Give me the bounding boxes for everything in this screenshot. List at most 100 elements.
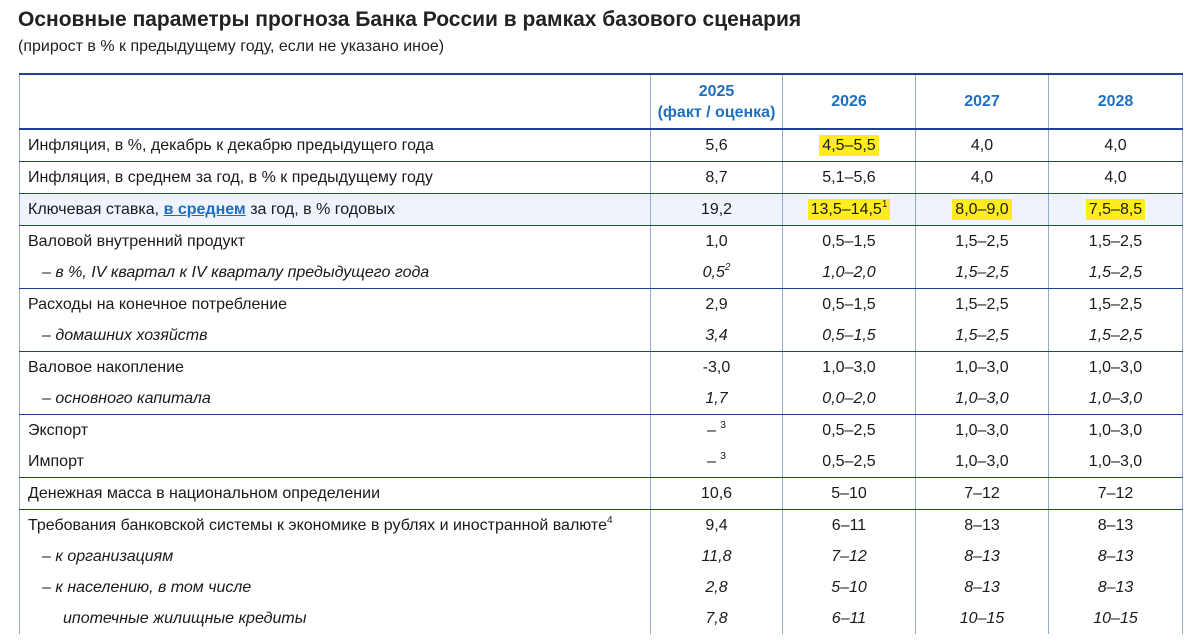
highlight-mark: 13,5–14,51 (807, 198, 891, 220)
row-label: – к населению, в том числе (19, 572, 651, 603)
column-header-2025-year: 2025 (698, 82, 735, 100)
row-label: Расходы на конечное потребление (19, 288, 651, 320)
cell-value: 6–11 (782, 509, 916, 541)
row-label: Валовой внутренний продукт (19, 225, 651, 257)
cell-value: 4,0 (1048, 161, 1183, 194)
row-label: – основного капитала (19, 383, 651, 415)
highlight-mark: 4,5–5,5 (819, 134, 879, 156)
cell-value: 5,6 (650, 129, 783, 162)
cell-value: 19,2 (650, 193, 783, 226)
cell-value: 1,0–3,0 (915, 414, 1049, 446)
column-header-2027: 2027 (915, 73, 1049, 130)
cell-text: – (707, 421, 716, 439)
table-row: Инфляция, в среднем за год, в % к предыд… (19, 161, 1183, 194)
row-label: Ключевая ставка, в среднем за год, в % г… (19, 193, 651, 226)
cell-value: 1,0–3,0 (915, 351, 1049, 383)
column-header-2026: 2026 (782, 73, 916, 130)
cell-value: 7,8 (650, 603, 783, 634)
cell-value-highlighted: 7,5–8,5 (1048, 193, 1183, 226)
table-row: Импорт – 3 0,5–2,5 1,0–3,0 1,0–3,0 (19, 446, 1183, 478)
footnote-marker: 3 (720, 419, 726, 431)
cell-value: – 3 (650, 446, 783, 478)
cell-value: 1,5–2,5 (915, 320, 1049, 352)
footnote-marker: 2 (724, 261, 731, 273)
cell-value: 0,5–2,5 (782, 414, 916, 446)
row-label: – домашних хозяйств (19, 320, 651, 352)
cell-value: 5–10 (782, 477, 916, 510)
cell-value: 8–13 (1048, 509, 1183, 541)
footnote-marker: 4 (606, 514, 613, 526)
cell-value: 0,5–1,5 (782, 288, 916, 320)
row-label: ипотечные жилищные кредиты (19, 603, 651, 634)
cell-value: 1,7 (650, 383, 783, 415)
cell-value: 10–15 (1048, 603, 1183, 634)
row-label: Инфляция, в %, декабрь к декабрю предыду… (19, 129, 651, 162)
cell-value: -3,0 (650, 351, 783, 383)
cell-value: 1,5–2,5 (915, 288, 1049, 320)
cell-value: 8,7 (650, 161, 783, 194)
cell-value-highlighted: 4,5–5,5 (782, 129, 916, 162)
table-row: – основного капитала 1,7 0,0–2,0 1,0–3,0… (19, 383, 1183, 415)
header-blank (19, 73, 651, 130)
cell-value: 8–13 (1048, 541, 1183, 572)
cell-value: 1,0–2,0 (782, 257, 916, 289)
footnote-marker: 1 (881, 198, 888, 210)
cell-value: 1,0–3,0 (1048, 383, 1183, 415)
cell-value: 1,0 (650, 225, 783, 257)
table-row: – в %, IV квартал к IV кварталу предыдущ… (19, 257, 1183, 289)
cell-value: 1,5–2,5 (1048, 225, 1183, 257)
cell-value: 0,5–1,5 (782, 225, 916, 257)
row-label: Инфляция, в среднем за год, в % к предыд… (19, 161, 651, 194)
average-link[interactable]: в среднем (163, 200, 246, 218)
cell-value: 9,4 (650, 509, 783, 541)
cell-value: 1,0–3,0 (1048, 351, 1183, 383)
column-header-2028: 2028 (1048, 73, 1183, 130)
footnote-marker: 3 (720, 450, 726, 462)
row-label-end: за год, в % годовых (245, 200, 396, 218)
row-label-start: Ключевая ставка, (28, 200, 164, 218)
cell-value: 7–12 (915, 477, 1049, 510)
cell-value: 1,5–2,5 (915, 225, 1049, 257)
cell-value: 0,5–2,5 (782, 446, 916, 478)
table-row: – к населению, в том числе 2,8 5–10 8–13… (19, 572, 1183, 603)
row-label: Импорт (19, 446, 651, 478)
cell-value: 8–13 (915, 509, 1049, 541)
cell-value: 10–15 (915, 603, 1049, 634)
row-label-text: Требования банковской системы к экономик… (28, 516, 607, 534)
table-row: Требования банковской системы к экономик… (19, 509, 1183, 541)
cell-value: 1,5–2,5 (1048, 257, 1183, 289)
table-row: Расходы на конечное потребление 2,9 0,5–… (19, 288, 1183, 320)
table-row: Экспорт – 3 0,5–2,5 1,0–3,0 1,0–3,0 (19, 414, 1183, 446)
row-label: Требования банковской системы к экономик… (19, 509, 651, 541)
cell-value: 4,0 (915, 161, 1049, 194)
highlight-mark: 8,0–9,0 (952, 198, 1012, 220)
cell-text: 13,5–14,5 (810, 200, 882, 218)
cell-value: 2,9 (650, 288, 783, 320)
cell-value: 3,4 (650, 320, 783, 352)
cell-value: 1,5–2,5 (915, 257, 1049, 289)
highlight-mark: 7,5–8,5 (1085, 198, 1146, 220)
cell-value: 4,0 (915, 129, 1049, 162)
cell-value: 5–10 (782, 572, 916, 603)
cell-value: 2,8 (650, 572, 783, 603)
cell-value: 1,0–3,0 (1048, 446, 1183, 478)
cell-value: 1,5–2,5 (1048, 320, 1183, 352)
table-row: Денежная масса в национальном определени… (19, 477, 1183, 510)
cell-value: 1,0–3,0 (915, 446, 1049, 478)
table-row: ипотечные жилищные кредиты 7,8 6–11 10–1… (19, 603, 1183, 634)
cell-value: 1,0–3,0 (1048, 414, 1183, 446)
page-title: Основные параметры прогноза Банка России… (18, 8, 802, 31)
cell-text: – (707, 452, 716, 470)
cell-value-highlighted: 13,5–14,51 (782, 193, 916, 226)
cell-value: 7–12 (1048, 477, 1183, 510)
table-row: – к организациям 11,8 7–12 8–13 8–13 (19, 541, 1183, 572)
row-label: – в %, IV квартал к IV кварталу предыдущ… (19, 257, 651, 289)
row-label: Денежная масса в национальном определени… (19, 477, 651, 510)
cell-value: 10,6 (650, 477, 783, 510)
cell-value: – 3 (650, 414, 783, 446)
table-header-row: 2025 (факт / оценка) 2026 2027 2028 (19, 73, 1183, 130)
page-subtitle: (прирост в % к предыдущему году, если не… (18, 38, 445, 55)
row-label: Экспорт (19, 414, 651, 446)
table-row: – домашних хозяйств 3,4 0,5–1,5 1,5–2,5 … (19, 320, 1183, 352)
cell-value: 8–13 (915, 572, 1049, 603)
